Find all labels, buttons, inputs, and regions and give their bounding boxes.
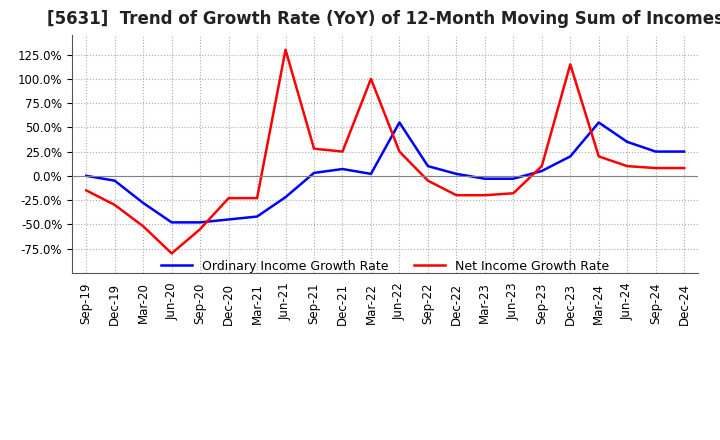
Net Income Growth Rate bbox=[110, 202, 119, 208]
Net Income Growth Rate bbox=[452, 193, 461, 198]
Net Income Growth Rate bbox=[623, 164, 631, 169]
Net Income Growth Rate bbox=[566, 62, 575, 67]
Ordinary Income Growth Rate bbox=[423, 164, 432, 169]
Ordinary Income Growth Rate bbox=[566, 154, 575, 159]
Net Income Growth Rate bbox=[282, 47, 290, 52]
Ordinary Income Growth Rate bbox=[310, 170, 318, 176]
Ordinary Income Growth Rate bbox=[253, 214, 261, 219]
Ordinary Income Growth Rate bbox=[338, 166, 347, 172]
Ordinary Income Growth Rate bbox=[225, 217, 233, 222]
Legend: Ordinary Income Growth Rate, Net Income Growth Rate: Ordinary Income Growth Rate, Net Income … bbox=[156, 255, 614, 278]
Net Income Growth Rate bbox=[139, 224, 148, 229]
Ordinary Income Growth Rate bbox=[537, 169, 546, 174]
Net Income Growth Rate bbox=[225, 195, 233, 201]
Ordinary Income Growth Rate bbox=[480, 176, 489, 181]
Net Income Growth Rate bbox=[366, 76, 375, 81]
Ordinary Income Growth Rate bbox=[395, 120, 404, 125]
Net Income Growth Rate bbox=[167, 251, 176, 256]
Net Income Growth Rate bbox=[395, 149, 404, 154]
Ordinary Income Growth Rate bbox=[680, 149, 688, 154]
Net Income Growth Rate bbox=[338, 149, 347, 154]
Title: [5631]  Trend of Growth Rate (YoY) of 12-Month Moving Sum of Incomes: [5631] Trend of Growth Rate (YoY) of 12-… bbox=[47, 10, 720, 28]
Net Income Growth Rate bbox=[537, 164, 546, 169]
Ordinary Income Growth Rate bbox=[623, 139, 631, 144]
Net Income Growth Rate bbox=[253, 195, 261, 201]
Ordinary Income Growth Rate bbox=[282, 194, 290, 200]
Net Income Growth Rate bbox=[480, 193, 489, 198]
Net Income Growth Rate bbox=[595, 154, 603, 159]
Net Income Growth Rate bbox=[196, 227, 204, 232]
Ordinary Income Growth Rate bbox=[110, 178, 119, 183]
Ordinary Income Growth Rate bbox=[196, 220, 204, 225]
Ordinary Income Growth Rate bbox=[452, 171, 461, 176]
Net Income Growth Rate bbox=[652, 165, 660, 171]
Line: Net Income Growth Rate: Net Income Growth Rate bbox=[86, 50, 684, 253]
Net Income Growth Rate bbox=[423, 178, 432, 183]
Ordinary Income Growth Rate bbox=[366, 171, 375, 176]
Line: Ordinary Income Growth Rate: Ordinary Income Growth Rate bbox=[86, 122, 684, 222]
Ordinary Income Growth Rate bbox=[652, 149, 660, 154]
Net Income Growth Rate bbox=[82, 188, 91, 193]
Ordinary Income Growth Rate bbox=[167, 220, 176, 225]
Ordinary Income Growth Rate bbox=[595, 120, 603, 125]
Ordinary Income Growth Rate bbox=[139, 200, 148, 205]
Net Income Growth Rate bbox=[310, 146, 318, 151]
Ordinary Income Growth Rate bbox=[82, 173, 91, 179]
Net Income Growth Rate bbox=[509, 191, 518, 196]
Ordinary Income Growth Rate bbox=[509, 176, 518, 181]
Net Income Growth Rate bbox=[680, 165, 688, 171]
